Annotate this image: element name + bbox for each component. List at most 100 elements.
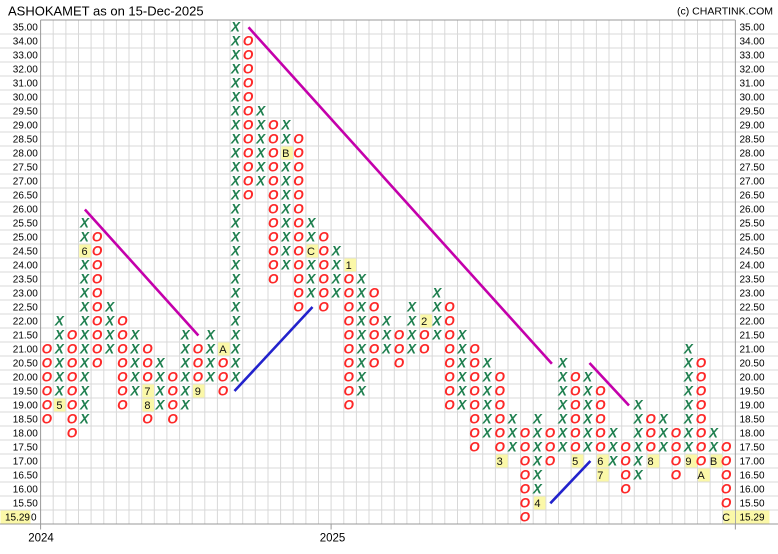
svg-text:X: X (280, 202, 291, 217)
svg-text:O: O (520, 482, 531, 497)
svg-text:O: O (671, 468, 682, 483)
svg-text:A: A (697, 470, 705, 482)
svg-text:22.50: 22.50 (740, 303, 765, 314)
svg-text:O: O (545, 426, 556, 441)
svg-text:X: X (230, 90, 241, 105)
svg-text:26.50: 26.50 (740, 191, 765, 202)
svg-text:X: X (54, 370, 65, 385)
svg-text:O: O (696, 454, 707, 469)
svg-text:27.50: 27.50 (13, 163, 38, 174)
svg-text:O: O (343, 286, 354, 301)
svg-text:O: O (243, 76, 254, 91)
svg-text:X: X (280, 174, 291, 189)
svg-text:X: X (230, 216, 241, 231)
svg-text:X: X (532, 482, 543, 497)
svg-text:X: X (230, 342, 241, 357)
svg-text:O: O (469, 384, 480, 399)
svg-text:29.50: 29.50 (740, 107, 765, 118)
svg-text:O: O (117, 356, 128, 371)
svg-text:X: X (129, 356, 140, 371)
svg-text:X: X (230, 370, 241, 385)
svg-text:X: X (582, 426, 593, 441)
svg-text:O: O (444, 398, 455, 413)
svg-text:X: X (557, 412, 568, 427)
svg-text:X: X (582, 384, 593, 399)
svg-text:29.50: 29.50 (13, 107, 38, 118)
svg-text:O: O (268, 160, 279, 175)
svg-text:O: O (243, 104, 254, 119)
svg-text:O: O (268, 244, 279, 259)
svg-text:O: O (117, 328, 128, 343)
svg-text:27.50: 27.50 (740, 163, 765, 174)
svg-text:X: X (306, 272, 317, 287)
svg-text:X: X (104, 342, 115, 357)
svg-text:X: X (507, 412, 518, 427)
svg-text:7: 7 (597, 470, 603, 482)
svg-text:O: O (620, 440, 631, 455)
svg-text:A: A (219, 344, 227, 356)
svg-text:O: O (167, 384, 178, 399)
svg-text:33.00: 33.00 (13, 51, 38, 62)
svg-text:X: X (230, 356, 241, 371)
svg-text:X: X (331, 272, 342, 287)
svg-text:O: O (343, 342, 354, 357)
svg-text:X: X (180, 356, 191, 371)
svg-text:O: O (268, 202, 279, 217)
svg-text:23.50: 23.50 (740, 275, 765, 286)
svg-text:O: O (243, 34, 254, 49)
svg-text:X: X (557, 426, 568, 441)
svg-text:O: O (545, 454, 556, 469)
svg-text:23.50: 23.50 (13, 275, 38, 286)
svg-text:X: X (230, 188, 241, 203)
svg-text:O: O (343, 328, 354, 343)
svg-text:O: O (243, 174, 254, 189)
svg-text:X: X (280, 132, 291, 147)
svg-text:O: O (92, 328, 103, 343)
svg-text:X: X (255, 104, 266, 119)
svg-text:28.00: 28.00 (13, 149, 38, 160)
svg-text:X: X (230, 20, 241, 35)
svg-text:B: B (282, 148, 289, 160)
svg-text:O: O (469, 398, 480, 413)
svg-text:O: O (494, 398, 505, 413)
svg-text:0: 0 (31, 513, 37, 524)
svg-text:O: O (721, 440, 732, 455)
svg-text:O: O (494, 384, 505, 399)
svg-text:18.50: 18.50 (13, 415, 38, 426)
svg-text:X: X (482, 398, 493, 413)
svg-text:28.00: 28.00 (740, 149, 765, 160)
svg-text:O: O (394, 328, 405, 343)
svg-text:X: X (331, 258, 342, 273)
svg-text:X: X (280, 118, 291, 133)
svg-text:X: X (180, 342, 191, 357)
svg-text:X: X (205, 342, 216, 357)
svg-text:O: O (343, 370, 354, 385)
svg-text:O: O (293, 132, 304, 147)
svg-text:9: 9 (195, 386, 201, 398)
svg-text:O: O (469, 426, 480, 441)
svg-text:X: X (230, 160, 241, 175)
svg-text:O: O (369, 342, 380, 357)
svg-text:O: O (671, 440, 682, 455)
svg-text:24.00: 24.00 (13, 261, 38, 272)
svg-text:O: O (721, 496, 732, 511)
svg-text:O: O (696, 398, 707, 413)
svg-text:27.00: 27.00 (740, 177, 765, 188)
svg-text:O: O (620, 454, 631, 469)
svg-text:X: X (658, 440, 669, 455)
svg-text:O: O (369, 300, 380, 315)
svg-text:X: X (381, 314, 392, 329)
svg-text:O: O (671, 454, 682, 469)
svg-text:O: O (318, 258, 329, 273)
svg-text:X: X (557, 370, 568, 385)
svg-text:X: X (683, 440, 694, 455)
svg-text:O: O (343, 314, 354, 329)
svg-text:O: O (268, 132, 279, 147)
svg-text:X: X (230, 314, 241, 329)
svg-text:23.00: 23.00 (13, 289, 38, 300)
svg-text:(c) CHARTINK.COM: (c) CHARTINK.COM (677, 6, 773, 18)
svg-text:X: X (406, 328, 417, 343)
svg-text:21.50: 21.50 (13, 331, 38, 342)
svg-text:X: X (633, 468, 644, 483)
svg-text:O: O (369, 356, 380, 371)
